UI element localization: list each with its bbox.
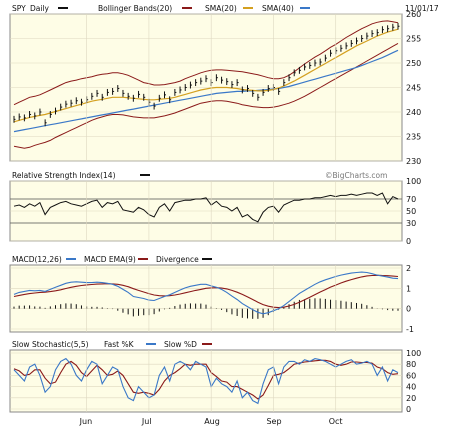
y-tick-label: 0 <box>406 305 411 314</box>
legend-bb: Bollinger Bands(20) <box>98 4 172 13</box>
y-tick-label: 100 <box>406 349 421 358</box>
macd-ema-label: MACD EMA(9) <box>84 255 136 264</box>
stoch-label: Slow Stochastic(5,5) <box>12 340 89 349</box>
stoch-plot-area <box>9 349 403 413</box>
y-tick-label: 70 <box>406 195 416 204</box>
stoch-slow-line <box>13 359 399 400</box>
macd-panel: MACD(12,26) MACD EMA(9) Divergence 2 1 0 -1 <box>9 255 414 334</box>
y-tick-label: 255 <box>406 35 421 44</box>
rsi-label: Relative Strength Index(14) <box>12 171 116 180</box>
y-tick-label: 1 <box>406 284 411 293</box>
macd-label: MACD(12,26) <box>12 255 62 264</box>
y-tick-label: 250 <box>406 59 421 68</box>
price-panel: SPY Daily Bollinger Bands(20) SMA(20) SM… <box>9 4 439 166</box>
stoch-y-axis: 100 80 60 40 20 0 <box>10 349 421 414</box>
price-y-axis: 260 255 250 245 240 235 230 <box>10 10 421 166</box>
price-legend: SPY Daily Bollinger Bands(20) SMA(20) SM… <box>12 4 439 13</box>
y-tick-label: 20 <box>406 394 416 403</box>
macd-line <box>13 271 399 315</box>
y-tick-label: 240 <box>406 108 421 117</box>
legend-ticker: SPY <box>12 4 26 13</box>
month-label: Jun <box>79 417 93 426</box>
legend-sma20: SMA(20) <box>205 4 237 13</box>
stoch-series <box>13 357 399 405</box>
month-label: Oct <box>329 417 343 426</box>
y-tick-label: 40 <box>406 383 416 392</box>
y-tick-label: 60 <box>406 371 416 380</box>
y-tick-label: 100 <box>406 177 421 186</box>
sma20-line <box>13 28 399 123</box>
y-tick-label: -1 <box>406 325 414 334</box>
macd-series <box>13 271 399 319</box>
stoch-fast-line <box>13 357 399 405</box>
y-tick-label: 50 <box>406 207 416 216</box>
y-tick-label: 0 <box>406 237 411 246</box>
legend-sma40: SMA(40) <box>262 4 294 13</box>
y-tick-label: 230 <box>406 157 421 166</box>
y-tick-label: 245 <box>406 84 421 93</box>
rsi-legend: Relative Strength Index(14) ©BigCharts.c… <box>12 171 387 180</box>
month-label: Sep <box>266 417 281 426</box>
rsi-series <box>10 192 402 224</box>
stoch-legend: Slow Stochastic(5,5) Fast %K Slow %D <box>12 340 212 349</box>
x-axis-months: Jun Jul Aug Sep Oct <box>79 14 343 426</box>
y-tick-label: 0 <box>406 405 411 414</box>
price-series <box>13 20 400 149</box>
stoch-panel: Slow Stochastic(5,5) Fast %K Slow %D 100… <box>9 340 421 414</box>
macd-legend: MACD(12,26) MACD EMA(9) Divergence <box>12 255 212 264</box>
rsi-line <box>13 192 399 223</box>
bollinger-upper-line <box>13 20 399 106</box>
sma40-line <box>13 49 399 133</box>
y-tick-label: 30 <box>406 219 416 228</box>
legend-period: Daily <box>30 4 50 13</box>
chart-date: 11/01/17 <box>405 4 439 13</box>
stoch-fast-label: Fast %K <box>104 340 135 349</box>
month-label: Jul <box>141 417 152 426</box>
y-tick-label: 260 <box>406 10 421 19</box>
macd-div-label: Divergence <box>156 255 199 264</box>
bollinger-lower-line <box>13 42 399 149</box>
y-tick-label: 2 <box>406 264 411 273</box>
month-label: Aug <box>204 417 220 426</box>
stoch-slow-label: Slow %D <box>164 340 197 349</box>
y-tick-label: 80 <box>406 360 416 369</box>
rsi-panel: Relative Strength Index(14) ©BigCharts.c… <box>9 171 421 246</box>
y-tick-label: 235 <box>406 133 421 142</box>
macd-ema-line <box>13 274 399 309</box>
watermark: ©BigCharts.com <box>325 171 387 180</box>
